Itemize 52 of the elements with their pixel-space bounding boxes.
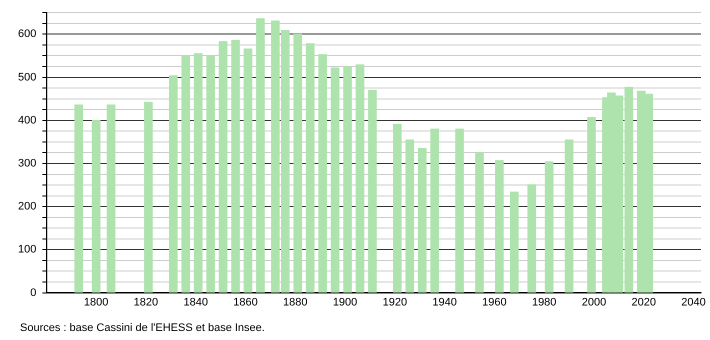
bar xyxy=(455,128,464,293)
bar xyxy=(74,104,84,293)
bar xyxy=(106,104,116,293)
bar xyxy=(330,67,340,293)
bar xyxy=(544,161,554,293)
y-tick-label: 0 xyxy=(30,286,36,299)
y-tick-label: 200 xyxy=(18,200,36,213)
bar xyxy=(256,18,265,293)
bar xyxy=(181,55,190,293)
bar xyxy=(194,53,203,293)
x-tick-label: 1860 xyxy=(233,296,258,308)
bar xyxy=(475,152,484,293)
bar xyxy=(244,48,252,293)
bar xyxy=(495,160,504,293)
x-tick-label: 2040 xyxy=(681,296,706,308)
bar xyxy=(206,55,215,293)
bar xyxy=(231,40,240,293)
x-tick-label: 1840 xyxy=(183,296,208,308)
bar xyxy=(293,34,302,293)
x-tick-label: 2020 xyxy=(632,296,656,308)
x-tick-label: 1920 xyxy=(382,296,408,308)
x-tick-label: 2000 xyxy=(582,296,606,308)
y-tick-label: 100 xyxy=(18,244,36,256)
x-tick-label: 1880 xyxy=(283,296,308,308)
bar xyxy=(527,184,536,293)
bar xyxy=(587,117,596,293)
bar xyxy=(218,41,228,293)
x-tick-label: 1820 xyxy=(134,296,158,308)
bar xyxy=(368,90,377,293)
bar xyxy=(92,120,100,293)
bar xyxy=(392,124,402,293)
bar xyxy=(430,128,439,293)
y-tick-label: 400 xyxy=(18,114,36,126)
x-tick-label: 1960 xyxy=(482,296,507,308)
x-tick-label: 1900 xyxy=(332,296,358,308)
y-tick-label: 300 xyxy=(18,158,36,170)
bar xyxy=(144,102,153,293)
bar xyxy=(306,43,315,293)
bar xyxy=(510,192,519,293)
source-note: Sources : base Cassini de l'EHESS et base Insee. xyxy=(20,322,265,334)
x-tick-label: 1800 xyxy=(84,296,108,308)
bar xyxy=(405,139,414,293)
x-tick-label: 1940 xyxy=(432,296,457,308)
y-tick-label: 600 xyxy=(18,28,36,40)
bar xyxy=(318,54,327,293)
bar xyxy=(356,64,364,293)
bar xyxy=(564,139,574,293)
y-tick-label: 500 xyxy=(18,71,36,84)
x-tick-label: 1980 xyxy=(532,296,556,308)
bar xyxy=(343,66,352,293)
bar xyxy=(418,148,427,293)
bar xyxy=(168,75,178,293)
